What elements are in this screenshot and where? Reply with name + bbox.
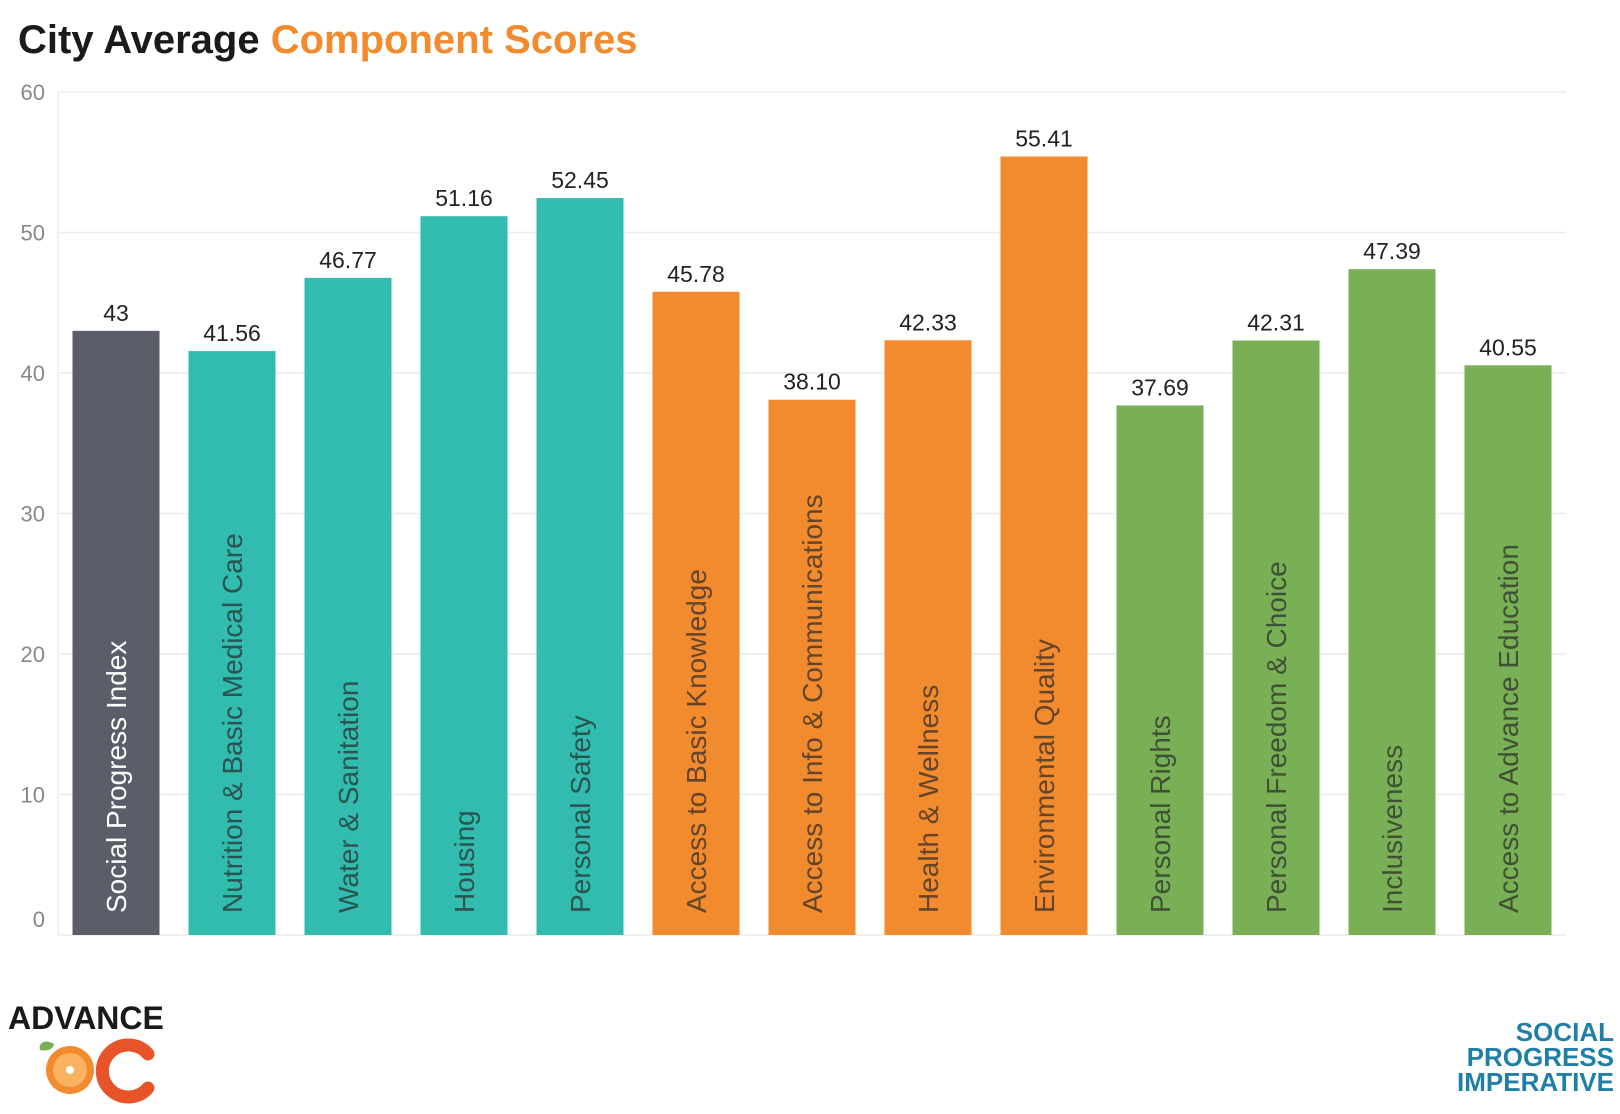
category-label: Personal Freedom & Choice [1261,561,1292,913]
value-label: 37.69 [1131,374,1189,400]
spi-logo-line-2: PROGRESS [1466,1042,1614,1072]
value-label: 41.56 [203,320,261,346]
y-tick-label: 20 [21,642,45,667]
category-label: Housing [449,810,480,913]
value-label: 45.78 [667,261,725,287]
bar [1116,405,1204,935]
y-tick-label: 10 [21,783,45,808]
chart-title-main: City Average [18,18,260,62]
value-label: 42.31 [1247,310,1305,336]
chart-title-accent: Component Scores [270,18,638,62]
bar [1464,365,1552,936]
bar [72,330,160,936]
orange-icon [39,1038,155,1104]
category-label: Access to Advance Education [1493,544,1524,913]
value-labels: 43 41.56 46.77 51.16 52.45 45.78 38.10 42.33 55.… [103,125,1537,400]
value-label: 43 [103,300,129,326]
value-label: 40.55 [1479,334,1537,360]
bar [304,277,392,936]
category-label: Access to Basic Knowledge [681,569,712,913]
category-labels: Social Progress Index Nutrition & Basic M… [101,494,1524,913]
value-label: 42.33 [899,309,957,335]
category-label: Water & Sanitation [333,681,364,913]
chart-title: City Average Component Scores [18,18,637,63]
y-tick-label: 60 [21,80,45,105]
bar [1000,156,1088,935]
bar [188,351,276,935]
y-tick-label: 50 [21,221,45,246]
value-label: 55.41 [1015,125,1073,151]
social-progress-imperative-logo: SOCIAL PROGRESS IMPERATIVE [1457,1017,1614,1097]
category-label: Access to Info & Communications [797,494,828,913]
category-label: Environmental Quality [1029,639,1060,913]
bar [768,399,856,935]
value-label: 51.16 [435,185,493,211]
spi-logo-line-1: SOCIAL [1515,1017,1614,1047]
category-label: Social Progress Index [101,641,132,913]
bar [536,198,624,935]
bar [1348,269,1436,935]
category-label: Personal Rights [1145,715,1176,913]
value-label: 38.10 [783,369,841,395]
advance-oc-logo-word: ADVANCE [8,1000,164,1036]
bar [420,216,508,935]
value-label: 47.39 [1363,238,1421,264]
y-axis-ticks: 0 10 20 30 40 50 60 [21,80,45,932]
bars [72,156,1552,936]
y-tick-label: 40 [21,361,45,386]
bar [884,340,972,935]
category-label: Nutrition & Basic Medical Care [217,533,248,913]
category-label: Personal Safety [565,715,596,913]
y-tick-label: 30 [21,502,45,527]
spi-logo-line-3: IMPERATIVE [1457,1067,1614,1097]
category-label: Health & Wellness [913,685,944,913]
advance-oc-logo: ADVANCE [8,1000,178,1104]
bar [652,291,740,935]
category-label: Inclusiveness [1377,745,1408,913]
bar [1232,340,1320,935]
value-label: 46.77 [319,247,377,273]
value-label: 52.45 [551,167,609,193]
y-tick-label: 0 [33,907,45,932]
